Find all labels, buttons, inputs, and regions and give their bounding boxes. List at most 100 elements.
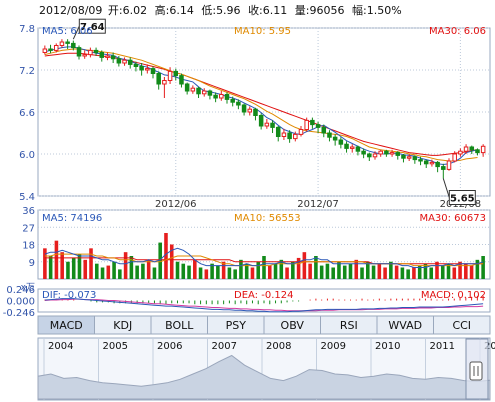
candle-body (378, 150, 383, 155)
tab-boll[interactable]: BOLL (150, 315, 208, 335)
volume-bar (337, 261, 341, 279)
volume-bar (262, 256, 266, 279)
volume-bar (302, 252, 307, 279)
candle-body (42, 48, 48, 53)
tab-rsi[interactable]: RSI (320, 315, 378, 335)
y-tick-label: 18 (22, 241, 35, 252)
tab-psy[interactable]: PSY (207, 315, 265, 335)
volume-bar (273, 263, 278, 279)
tab-obv[interactable]: OBV (263, 315, 321, 335)
volume-ma30-line (44, 257, 484, 265)
volume-bar (141, 263, 145, 279)
candle-body (156, 73, 161, 85)
annotation-box (78, 18, 106, 34)
candle-body (207, 90, 213, 96)
candle-body (167, 70, 173, 82)
legend-label: DIF: -0.073 (42, 290, 96, 301)
header-low: 5.96 (216, 4, 241, 17)
volume-bar (135, 265, 139, 279)
year-label: 2006 (157, 341, 182, 352)
volume-bar (296, 257, 301, 279)
candle-body (236, 101, 241, 106)
legend-label: MA5: 74196 (42, 213, 102, 224)
tab-label: CCI (452, 319, 471, 332)
header-volume-label: 量: (295, 4, 310, 17)
candle-body (429, 161, 435, 165)
year-label: 2012 (484, 341, 495, 352)
candle-body (179, 75, 184, 85)
volume-ma10-line (44, 253, 484, 267)
year-label: 2011 (430, 341, 455, 352)
volume-bar (279, 259, 284, 279)
y-tick-label: 9 (29, 258, 35, 269)
y-tick-label: 7.8 (19, 24, 35, 35)
tab-label: BOLL (165, 319, 194, 332)
volume-bar (43, 248, 47, 279)
annotation-leader (442, 178, 450, 198)
tab-wvad[interactable]: WVAD (376, 315, 434, 335)
header-bar: 2012/08/09 开:6.02 高:6.14 低:5.96 收:6.11 量… (39, 3, 402, 17)
tab-cci[interactable]: CCI (433, 315, 491, 335)
year-label: 2005 (103, 341, 128, 352)
y-tick-label: 5.4 (19, 192, 35, 203)
candle-body (338, 139, 344, 145)
header-close-label: 收: (248, 3, 263, 17)
price-panel: 7.87.26.66.05.42012/062012/072012/087.64… (19, 18, 491, 210)
volume-bar (394, 265, 399, 279)
candle-body (412, 156, 418, 161)
header-low-label: 低: (201, 4, 216, 17)
candle-body (71, 42, 76, 49)
candle-body (247, 108, 253, 113)
tab-macd[interactable]: MACD (37, 315, 95, 335)
volume-bar (54, 240, 59, 279)
candle-body (76, 47, 82, 57)
candle-body (110, 55, 116, 60)
volume-bar (319, 265, 324, 279)
volume-bar (383, 267, 387, 279)
year-label: 2009 (321, 341, 346, 352)
legend-label: MA30: 6.06 (429, 26, 486, 37)
candle-body (145, 68, 150, 71)
volume-bar (400, 267, 405, 279)
volume-bar (452, 267, 457, 279)
year-label: 2004 (48, 341, 73, 352)
annotation-leader (72, 25, 80, 40)
annotation-label: 7.64 (80, 22, 105, 33)
volume-bar (325, 263, 330, 279)
candle-body (150, 68, 156, 74)
candle-body (441, 166, 446, 170)
history-area (37, 354, 491, 400)
volume-bar (354, 259, 359, 279)
candle-body (293, 133, 298, 140)
candle-body (298, 129, 304, 135)
y-tick-label: 0.246 (6, 285, 35, 296)
volume-bar (244, 263, 249, 279)
volume-bar (187, 265, 191, 279)
header-open-label: 开: (108, 4, 123, 17)
year-label: 2010 (375, 341, 400, 352)
volume-bar (71, 257, 76, 279)
legend-label: MA30: 60673 (419, 213, 486, 224)
candle-body (389, 152, 395, 155)
candle-body (127, 59, 133, 65)
candle-body (139, 66, 144, 71)
volume-panel: 36 27 18 9 MA5: 74196 MA10: 56553 MA30: 60673 x… (21, 206, 491, 293)
volume-bar (118, 269, 122, 279)
volume-bar (371, 265, 376, 279)
tab-kdj[interactable]: KDJ (94, 315, 152, 335)
volume-bar (291, 261, 295, 279)
volume-bar (198, 267, 203, 279)
legend-label: DEA: -0.124 (234, 290, 293, 301)
range-drag-handle[interactable] (469, 361, 483, 381)
volume-bar (233, 269, 237, 279)
volume-bar (152, 267, 157, 279)
candle-body (241, 104, 247, 113)
volume-bar (429, 267, 434, 279)
tab-label: MACD (50, 319, 83, 332)
y-tick-label: 6.6 (19, 108, 35, 119)
volume-bar (94, 263, 99, 279)
volume-bar (412, 267, 416, 279)
y-tick-label: 6.0 (19, 150, 35, 161)
legend-label: MACD: 0.102 (421, 290, 486, 301)
legend-label: MA10: 5.95 (234, 26, 291, 37)
